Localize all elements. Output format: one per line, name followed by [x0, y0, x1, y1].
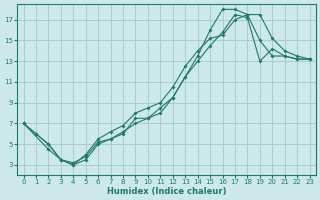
- X-axis label: Humidex (Indice chaleur): Humidex (Indice chaleur): [107, 187, 226, 196]
